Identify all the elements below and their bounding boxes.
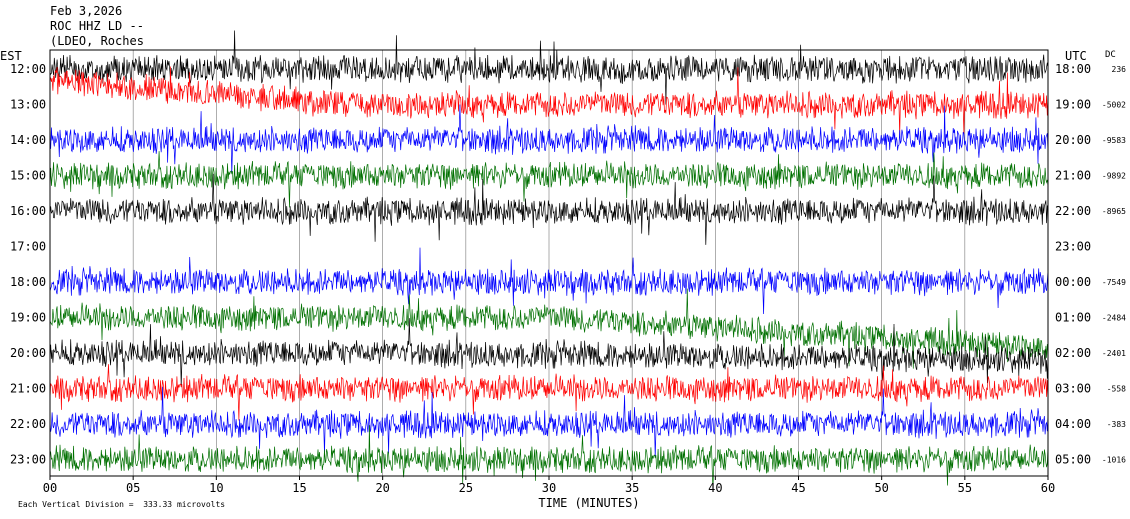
est-label-1900: 19:00 <box>10 311 46 325</box>
xtick-label-00: 00 <box>43 481 57 495</box>
xtick-label-45: 45 <box>791 481 805 495</box>
xtick-label-30: 30 <box>542 481 556 495</box>
xtick-label-20: 20 <box>375 481 389 495</box>
xtick-label-35: 35 <box>625 481 639 495</box>
trace-1600 <box>49 173 1049 245</box>
tz-right-label: UTC <box>1065 49 1087 63</box>
dc-column-label: DC <box>1105 50 1116 60</box>
utc-label-2100: 21:00 <box>1055 169 1091 183</box>
dc-value-2300: -1016 <box>1102 456 1126 465</box>
dc-value-1500: -9892 <box>1102 172 1126 181</box>
est-label-2100: 21:00 <box>10 382 46 396</box>
utc-label-0200: 02:00 <box>1055 346 1091 360</box>
xtick-label-10: 10 <box>209 481 223 495</box>
trace-1200 <box>49 30 1049 105</box>
utc-label-2000: 20:00 <box>1055 133 1091 147</box>
est-label-2200: 22:00 <box>10 417 46 431</box>
utc-label-0000: 00:00 <box>1055 275 1091 289</box>
header-location: (LDEO, Roches <box>50 34 144 48</box>
dc-value-2000: -2401 <box>1102 349 1126 358</box>
est-label-1800: 18:00 <box>10 275 46 289</box>
utc-label-0300: 03:00 <box>1055 382 1091 396</box>
axis-labels: 12:00 18:00 236 13:00 19:00 -5002 14:00 20:00 -9… <box>10 62 1126 510</box>
est-label-1500: 15:00 <box>10 169 46 183</box>
est-label-1700: 17:00 <box>10 240 46 254</box>
est-label-1600: 16:00 <box>10 204 46 218</box>
vertical-scale-note: Each Vertical Division = 333.33 microvol… <box>18 500 226 509</box>
est-label-2000: 20:00 <box>10 346 46 360</box>
dc-value-1300: -5002 <box>1102 101 1126 110</box>
dc-value-2200: -383 <box>1107 420 1126 429</box>
xtick-label-60: 60 <box>1041 481 1055 495</box>
est-label-1400: 14:00 <box>10 133 46 147</box>
dc-value-1600: -8965 <box>1102 207 1126 216</box>
trace-2200 <box>49 386 1049 458</box>
dc-value-2100: -558 <box>1107 385 1126 394</box>
trace-1800 <box>49 247 1049 315</box>
trace-1900 <box>49 288 1049 369</box>
x-axis-title: TIME (MINUTES) <box>538 496 639 510</box>
utc-label-0100: 01:00 <box>1055 311 1091 325</box>
trace-1400 <box>49 104 1049 174</box>
utc-label-1800: 18:00 <box>1055 62 1091 76</box>
utc-label-2200: 22:00 <box>1055 204 1091 218</box>
trace-1300 <box>49 66 1049 136</box>
xtick-label-05: 05 <box>126 481 140 495</box>
xtick-label-25: 25 <box>459 481 473 495</box>
trace-2300 <box>49 425 1049 492</box>
tz-left-label: EST <box>0 49 22 63</box>
dc-value-1800: -7549 <box>1102 278 1126 287</box>
dc-value-1900: -2484 <box>1102 314 1126 323</box>
xtick-label-50: 50 <box>874 481 888 495</box>
est-label-1200: 12:00 <box>10 62 46 76</box>
header-date: Feb 3,2026 <box>50 4 123 18</box>
utc-label-0400: 04:00 <box>1055 417 1091 431</box>
utc-label-2300: 23:00 <box>1055 240 1091 254</box>
xtick-label-40: 40 <box>708 481 722 495</box>
trace-2100 <box>49 364 1049 421</box>
xtick-label-15: 15 <box>292 481 306 495</box>
dc-value-1200: 236 <box>1112 65 1127 74</box>
xtick-label-55: 55 <box>958 481 972 495</box>
est-label-1300: 13:00 <box>10 98 46 112</box>
seismic-traces <box>49 30 1049 492</box>
trace-2000 <box>49 318 1049 387</box>
trace-1500 <box>49 151 1049 208</box>
dc-value-1400: -9583 <box>1102 136 1126 145</box>
est-label-2300: 23:00 <box>10 453 46 467</box>
utc-label-0500: 05:00 <box>1055 453 1091 467</box>
utc-label-1900: 19:00 <box>1055 98 1091 112</box>
header-station: ROC HHZ LD -- <box>50 19 144 33</box>
